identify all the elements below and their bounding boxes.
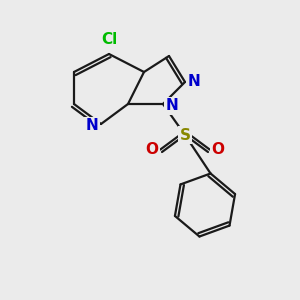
Text: S: S bbox=[179, 128, 191, 142]
Text: O: O bbox=[146, 142, 158, 158]
Text: O: O bbox=[212, 142, 224, 158]
Text: N: N bbox=[188, 74, 200, 88]
Text: Cl: Cl bbox=[101, 32, 117, 47]
Text: N: N bbox=[85, 118, 98, 134]
Text: N: N bbox=[166, 98, 178, 113]
